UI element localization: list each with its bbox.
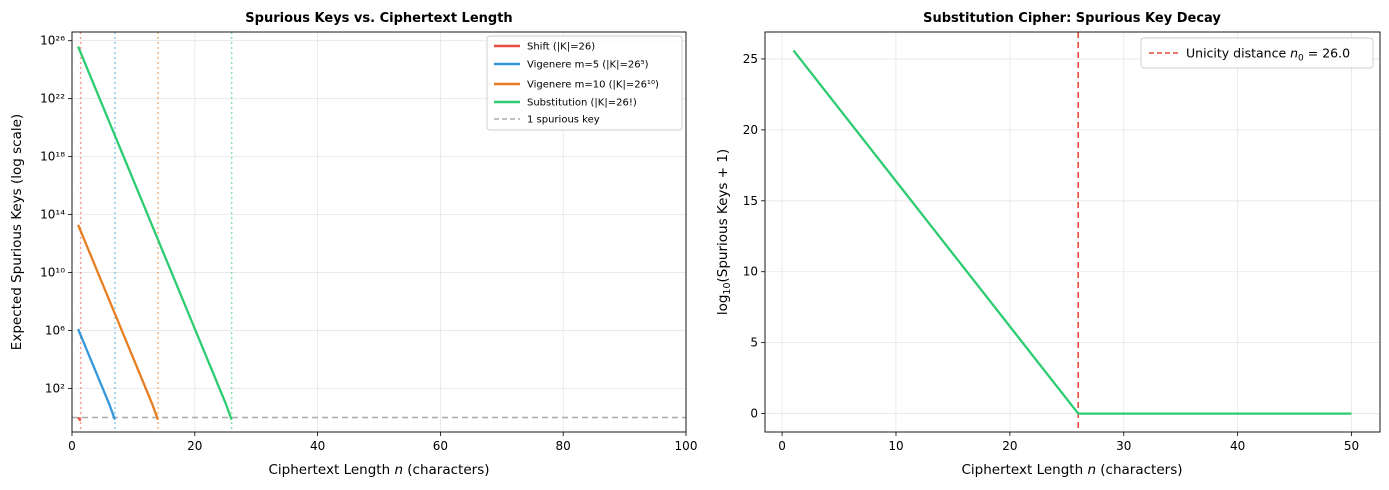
chart2-series [792, 32, 1352, 432]
chart1-x-tick-label: 0 [68, 439, 76, 453]
chart2-x-tick-label: 50 [1344, 439, 1359, 453]
chart1-y-tick-label: 10⁶ [45, 324, 65, 338]
chart1-series-line-0 [77, 416, 82, 422]
chart2-y-tick-label: 10 [743, 265, 758, 279]
chart1-x-tick-label: 80 [556, 439, 571, 453]
chart1-x-tick-label: 60 [433, 439, 448, 453]
chart2-plot-frame [764, 31, 1381, 433]
chart1-y-tick-label: 10² [45, 382, 65, 396]
chart2-y-ticks: 0 5 10 15 20 25 [743, 52, 765, 421]
chart1-y-tick-label: 10¹⁸ [40, 150, 65, 164]
legend-label-unicity: Unicity distance n0 = 26.0 [1186, 46, 1350, 64]
chart2-y-tick-label: 25 [743, 52, 758, 66]
chart-spurious-keys-log: Spurious Keys vs. Ciphertext Length 0 20 4… [9, 11, 697, 478]
chart2-x-tick-label: 0 [778, 439, 786, 453]
chart1-x-axis-label: Ciphertext Length n (characters) [268, 462, 489, 478]
chart2-legend-box [1140, 37, 1374, 69]
chart1-series-line-1 [77, 328, 117, 421]
legend-label-reference: 1 spurious key [527, 115, 600, 126]
chart1-title: Spurious Keys vs. Ciphertext Length [245, 11, 512, 26]
legend-label-vigenere10: Vigenere m=10 (|K|=26¹⁰) [527, 80, 659, 91]
chart1-x-tick-label: 20 [187, 439, 202, 453]
chart1-y-tick-label: 10²⁶ [40, 34, 65, 48]
chart1-series-line-3 [77, 46, 233, 421]
legend-label-vigenere5: Vigenere m=5 (|K|=26⁵) [527, 60, 649, 71]
chart1-x-tick-label: 100 [675, 439, 698, 453]
chart2-y-tick-label: 0 [750, 407, 758, 421]
chart1-series [72, 32, 686, 432]
chart1-y-tick-label: 10²² [40, 92, 65, 106]
chart1-x-ticks: 0 20 40 60 80 100 [68, 432, 697, 453]
chart2-grid [765, 32, 1380, 432]
chart2-y-tick-label: 20 [743, 123, 758, 137]
chart1-plot-frame [71, 31, 687, 433]
chart1-y-tick-label: 10¹⁴ [40, 208, 65, 222]
chart1-x-tick-label: 40 [310, 439, 325, 453]
chart2-x-ticks: 0 10 20 30 40 50 [778, 432, 1359, 453]
chart2-x-tick-label: 30 [1116, 439, 1131, 453]
chart2-x-axis-label: Ciphertext Length n (characters) [961, 462, 1182, 478]
chart2-y-axis-label: log10(Spurious Keys + 1) [715, 149, 733, 315]
chart-substitution-decay: Substitution Cipher: Spurious Key Decay … [715, 11, 1381, 478]
chart2-x-tick-label: 40 [1230, 439, 1245, 453]
chart1-y-axis-label: Expected Spurious Keys (log scale) [9, 114, 25, 350]
chart2-title: Substitution Cipher: Spurious Key Decay [923, 11, 1221, 26]
chart2-y-tick-label: 15 [743, 194, 758, 208]
chart2-x-tick-label: 10 [888, 439, 903, 453]
chart2-y-tick-label: 5 [750, 336, 758, 350]
chart1-y-tick-label: 10¹⁰ [40, 266, 65, 280]
chart1-series-line-2 [77, 224, 160, 421]
legend-label-shift: Shift (|K|=26) [527, 42, 595, 53]
chart2-series-line-0 [792, 49, 1352, 415]
chart2-legend: Unicity distance n0 = 26.0 [1140, 37, 1374, 69]
legend-label-substitution: Substitution (|K|=26!) [527, 98, 637, 109]
chart1-legend: Shift (|K|=26) Vigenere m=5 (|K|=26⁵) Vi… [486, 35, 683, 131]
chart1-y-ticks: 10² 10⁶ 10¹⁰ 10¹⁴ 10¹⁸ 10²² 10²⁶ [40, 34, 72, 396]
chart2-x-tick-label: 20 [1002, 439, 1017, 453]
chart1-legend-box [486, 35, 683, 131]
